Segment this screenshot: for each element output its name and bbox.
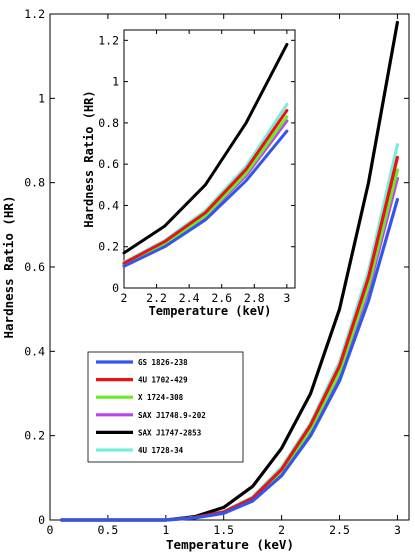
inset-x-tick-label: 2	[121, 291, 128, 305]
legend-entry-label: GS 1826-238	[138, 358, 188, 367]
inset-y-axis-label: Hardness Ratio (HR)	[82, 90, 96, 227]
inset-y-tick-label: 0	[112, 281, 119, 295]
inset-y-tick-label: 0.2	[98, 240, 119, 254]
inset-y-tick-label: 0.8	[98, 116, 119, 130]
inset-x-tick-label: 2.6	[211, 291, 232, 305]
main-y-tick-label: 0	[38, 513, 45, 527]
main-y-tick-label: 0.2	[24, 429, 45, 443]
main-y-axis-label: Hardness Ratio (HR)	[1, 196, 16, 339]
legend-entry-label: 4U 1728-34	[138, 446, 184, 455]
legend-entry-label: X 1724-308	[138, 393, 184, 402]
legend-box	[87, 351, 244, 463]
main-series-group	[59, 20, 399, 522]
legend-entry-label: 4U 1702-429	[138, 376, 188, 385]
inset-series-line-4u-1702-429	[122, 109, 289, 265]
inset-y-tick-label: 0.4	[98, 198, 119, 212]
inset-ticks: 2 2.2 2.4 2.6 2.8 3 0 0.2 0.4 0.6 0.8 1 1.2	[98, 30, 295, 305]
main-x-tick-label: 0.5	[98, 523, 119, 537]
main-series-line-gs-1826-238	[59, 197, 399, 522]
legend-entry-label: SAX J1748.9-202	[138, 411, 206, 420]
inset-x-tick-label: 3	[283, 291, 290, 305]
inset-series-line-sax-j1747-2853	[122, 42, 289, 255]
main-x-tick-label: 1.5	[213, 523, 234, 537]
inset-x-axis-label: Temperature (keV)	[149, 304, 272, 318]
main-ticks: 0 0.5 1 1.5 2 2.5 3 0 0.2 0.4 0.6 0.8 1 1.2	[24, 7, 409, 537]
inset-series-group	[122, 42, 289, 268]
inset-x-tick-label: 2.2	[146, 291, 167, 305]
main-x-tick-label: 2.5	[329, 523, 350, 537]
main-x-axis-label: Temperature (keV)	[166, 537, 294, 552]
main-y-tick-label: 0.8	[24, 176, 45, 190]
main-x-tick-label: 2	[278, 523, 285, 537]
legend: GS 1826-238 4U 1702-429 X 1724-308 SAX J174…	[87, 351, 244, 463]
main-x-tick-label: 3	[394, 523, 401, 537]
main-y-tick-label: 1	[38, 91, 45, 105]
main-y-tick-label: 0.6	[24, 260, 45, 274]
main-x-tick-label: 0	[47, 523, 54, 537]
legend-entries: GS 1826-238 4U 1702-429 X 1724-308 SAX J174…	[96, 358, 206, 455]
main-y-tick-label: 0.4	[24, 344, 45, 358]
main-y-tick-label: 1.2	[24, 7, 45, 21]
inset-y-tick-label: 1.2	[98, 33, 119, 47]
inset-x-tick-label: 2.4	[179, 291, 200, 305]
inset-series-line-gs-1826-238	[122, 129, 289, 268]
inset-plot-frame	[123, 29, 296, 289]
main-x-tick-label: 1	[162, 523, 169, 537]
inset-series-line-x-1724-308	[122, 115, 289, 266]
legend-entry-label: SAX J1747-2853	[138, 428, 202, 437]
inset-x-tick-label: 2.8	[244, 291, 265, 305]
inset-y-tick-label: 0.6	[98, 157, 119, 171]
inset-y-tick-label: 1	[112, 75, 119, 89]
